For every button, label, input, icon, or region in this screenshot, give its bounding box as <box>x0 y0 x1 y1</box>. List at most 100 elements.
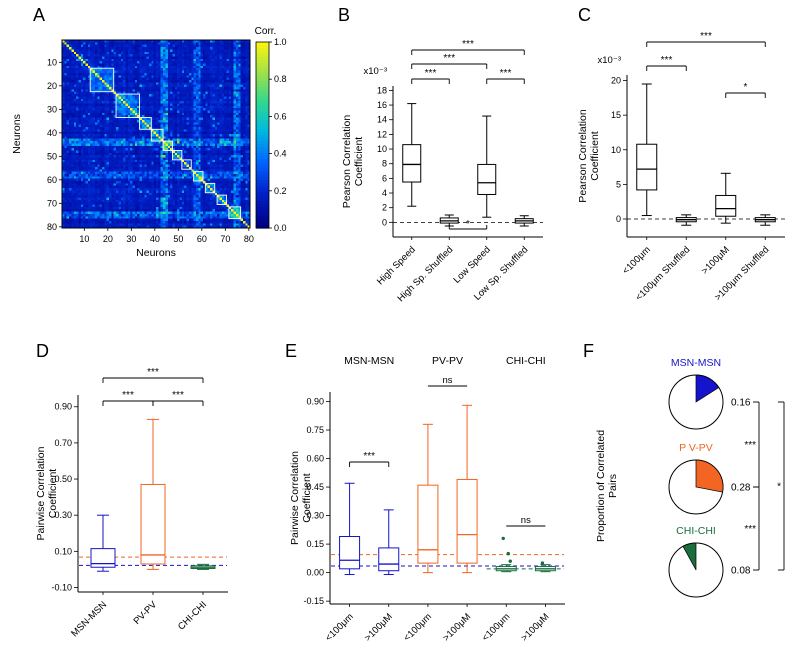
pie-value: 0.28 <box>731 483 751 494</box>
colorbar-segment <box>256 69 269 73</box>
y-tick-label: 2 <box>382 203 387 213</box>
y-tick-label: 60 <box>47 175 57 185</box>
x-tick-label: <100μm <box>402 611 434 643</box>
y-tick-label: 0.30 <box>54 510 72 520</box>
colorbar-segment <box>256 165 269 169</box>
y-tick-label: 0.00 <box>306 568 324 578</box>
panel-c: 0 5 10 15 20 x10⁻³ Pearson CorrelationCoeffici… <box>577 31 785 303</box>
pie-value: 0.08 <box>731 566 751 577</box>
colorbar-segment <box>256 87 269 91</box>
colorbar-segment <box>256 219 269 223</box>
colorbar-segment <box>256 168 269 172</box>
colorbar-segment <box>256 42 269 46</box>
iqr-box <box>378 547 400 572</box>
x-tick-label: MSN-MSN <box>69 599 109 639</box>
panel-letter-a: A <box>33 5 46 25</box>
sig-label: *** <box>363 451 375 462</box>
sig-label: * <box>777 482 781 493</box>
y-tick-label: 5 <box>616 179 621 189</box>
colorbar-segment <box>256 81 269 85</box>
y-axis-label-line: Pairwise Correlation <box>289 451 301 545</box>
box-1 <box>675 214 697 226</box>
x-tick-label: >100μM <box>441 611 473 643</box>
y-axis-label: Neurons <box>11 114 23 154</box>
cluster-outline <box>150 128 164 142</box>
cluster-outline <box>89 67 115 93</box>
colorbar-segment <box>256 141 269 145</box>
colorbar-segment <box>256 177 269 181</box>
y-tick-label: 0.75 <box>306 425 324 435</box>
iqr-box <box>339 536 361 570</box>
cluster-outline <box>162 140 173 151</box>
colorbar-segment <box>256 222 269 226</box>
y-axis-label-line: Pairwise Correlation <box>35 446 47 540</box>
colorbar-segment <box>256 132 269 136</box>
x-tick-label: >100μM <box>519 611 551 643</box>
y-tick-label: 4 <box>382 188 387 198</box>
y-tick-label: 20 <box>47 81 57 91</box>
colorbar-segment <box>256 126 269 130</box>
colorbar-tick-label: 0.8 <box>274 74 287 84</box>
iqr-box <box>140 483 166 565</box>
colorbar-segment <box>256 159 269 163</box>
y-tick-label: 10 <box>611 145 621 155</box>
colorbar-segment <box>256 156 269 160</box>
colorbar-segment <box>256 78 269 82</box>
colorbar-tick-label: 1.0 <box>274 37 287 47</box>
y-tick-label: -0.10 <box>51 582 72 592</box>
y-axis-label: Pearson CorrelationCoefficient <box>341 115 365 209</box>
outlier-dot <box>501 536 505 541</box>
colorbar-tick-label: 0.0 <box>274 223 287 233</box>
panel-f: Proportion of CorrelatedPairs MSN-MSN 0.16… <box>595 357 785 598</box>
sig-label: *** <box>172 390 184 401</box>
panel-letter-f: F <box>583 341 594 361</box>
box-1 <box>378 509 400 576</box>
iqr-box <box>417 484 439 564</box>
x-tick-label: 50 <box>173 234 183 244</box>
pie-title: CHI-CHI <box>676 525 716 537</box>
y-tick-label: 70 <box>47 198 57 208</box>
pie-value: 0.16 <box>731 398 751 409</box>
box-3 <box>754 214 776 226</box>
y-tick-label: 50 <box>47 151 57 161</box>
sig-label: *** <box>122 390 134 401</box>
y-tick-label: 15 <box>611 110 621 120</box>
pie-slice <box>695 374 720 403</box>
panel-letter-d: D <box>36 341 49 361</box>
colorbar-segment <box>256 72 269 76</box>
colorbar-segment <box>256 171 269 175</box>
iqr-box <box>402 144 422 183</box>
y-axis-label: Pairwise CorrelationCoefficient <box>289 451 313 545</box>
colorbar-segment <box>256 153 269 157</box>
y-axis-label-line: Coefficient <box>301 473 313 523</box>
cluster-outline <box>228 206 242 220</box>
x-tick-label: >100μM <box>362 611 394 643</box>
colorbar-tick-label: 0.2 <box>274 186 287 196</box>
correlation-heatmap <box>62 40 250 228</box>
y-tick-label: 0.90 <box>306 397 324 407</box>
box-4 <box>495 536 517 573</box>
box-2 <box>190 563 216 570</box>
colorbar-segment <box>256 216 269 220</box>
sig-label: *** <box>744 440 756 451</box>
iqr-box <box>636 143 658 191</box>
box-0 <box>339 482 361 576</box>
y-scale-label: x10⁻³ <box>598 55 622 66</box>
y-tick-label: 6 <box>382 173 387 183</box>
colorbar-segment <box>256 207 269 211</box>
sig-label: *** <box>425 68 437 79</box>
box-0 <box>402 103 422 207</box>
y-tick-label: 40 <box>47 128 57 138</box>
y-scale-label: x10⁻³ <box>364 66 388 77</box>
box-3 <box>456 404 478 574</box>
group-title: PV-PV <box>432 355 463 367</box>
colorbar-segment <box>256 162 269 166</box>
colorbar-segment <box>256 51 269 55</box>
colorbar-segment <box>256 129 269 133</box>
colorbar-segment <box>256 192 269 196</box>
panel-b: 0 2 4 6 8 10 12 14 16 18 x10⁻³ Pearson CorrelationC… <box>341 39 543 304</box>
colorbar-segment <box>256 117 269 121</box>
box-3 <box>514 215 534 227</box>
pie-slice <box>682 542 697 571</box>
y-tick-label: 16 <box>377 100 387 110</box>
